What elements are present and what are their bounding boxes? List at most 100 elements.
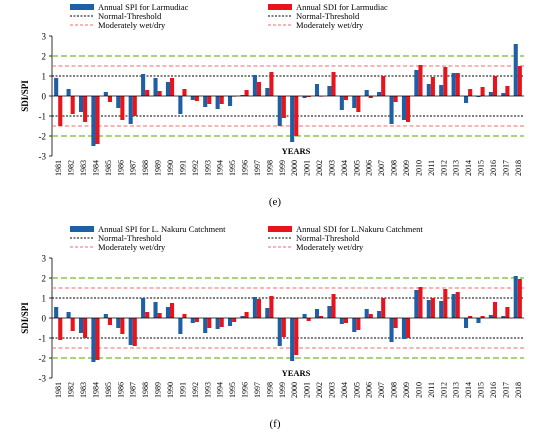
x-tick-label: 1981 <box>54 160 63 176</box>
legend: Annual SPI for L. Nakuru Catchment Annual… <box>70 224 423 252</box>
bar-sdi <box>269 72 274 96</box>
bar-spi <box>352 318 357 332</box>
bar-spi <box>215 318 220 329</box>
bar-spi <box>66 89 71 96</box>
bar-spi <box>153 78 158 96</box>
y-axis-label: SDI/SPI <box>20 80 30 112</box>
bar-sdi <box>480 316 485 318</box>
bar-spi <box>91 318 96 362</box>
bar-spi <box>165 307 170 318</box>
bar-spi <box>128 318 133 345</box>
bar-sdi <box>157 313 162 318</box>
x-tick-label: 2013 <box>452 160 461 176</box>
x-tick-label: 2018 <box>514 382 523 398</box>
legend-label-moderate-b: Moderately wet/dry <box>296 242 364 252</box>
x-tick-label: 2016 <box>489 160 498 176</box>
x-tick-label: 1989 <box>154 160 163 176</box>
bar-sdi <box>381 298 386 318</box>
x-tick-label: 1984 <box>91 160 100 176</box>
bar-sdi <box>194 96 199 101</box>
bar-spi <box>464 96 469 103</box>
bar-sdi <box>331 294 336 318</box>
bar-spi <box>128 96 133 124</box>
y-tick-label: 2 <box>42 52 47 62</box>
bar-sdi <box>418 65 423 96</box>
x-tick-label: 2014 <box>464 160 473 176</box>
bar-spi <box>389 318 394 342</box>
chart-panel-f: Annual SPI for L. Nakuru Catchment Annual… <box>20 224 524 398</box>
x-tick-label: 1994 <box>216 382 225 398</box>
bar-sdi <box>132 96 137 116</box>
x-tick-label: 2006 <box>365 160 374 176</box>
bar-sdi <box>517 279 522 318</box>
x-tick-label: 1990 <box>166 160 175 176</box>
bar-spi <box>103 92 108 96</box>
legend: Annual SPI for Larmudiac Annual SDI for L… <box>70 2 388 30</box>
bar-spi <box>377 311 382 318</box>
bar-sdi <box>170 303 175 318</box>
x-tick-label: 2017 <box>501 160 510 176</box>
bar-spi <box>414 290 419 318</box>
x-tick-label: 2011 <box>427 382 436 398</box>
x-tick-label: 2008 <box>390 382 399 398</box>
x-tick-label: 1983 <box>79 160 88 176</box>
x-tick-label: 2009 <box>402 382 411 398</box>
bar-sdi <box>83 318 88 338</box>
x-tick-label: 2012 <box>439 382 448 398</box>
x-tick-label: 1987 <box>129 160 138 176</box>
y-tick-label: -3 <box>39 374 47 384</box>
x-tick-label: 1985 <box>104 160 113 176</box>
bar-sdi <box>207 96 212 104</box>
x-tick-label: 2015 <box>477 382 486 398</box>
bar-sdi <box>281 318 286 337</box>
x-tick-label: 2013 <box>452 382 461 398</box>
x-tick-label: 2005 <box>352 160 361 176</box>
bar-spi <box>501 93 506 96</box>
bar-sdi <box>430 77 435 96</box>
bar-sdi <box>356 318 361 330</box>
bar-spi <box>488 315 493 318</box>
bar-sdi <box>95 96 100 144</box>
bar-sdi <box>145 312 150 318</box>
bar-sdi <box>281 96 286 118</box>
x-tick-label: 1992 <box>191 382 200 398</box>
x-tick-label: 2010 <box>414 382 423 398</box>
x-tick-label: 1992 <box>191 160 200 176</box>
legend-label-normal-b: Normal-Threshold <box>296 11 360 21</box>
bar-spi <box>78 96 84 112</box>
bar-sdi <box>492 302 498 318</box>
bar-sdi <box>58 318 63 340</box>
bar-sdi <box>430 298 435 318</box>
x-tick-label: 2017 <box>501 382 510 398</box>
bar-spi <box>426 84 431 96</box>
bar-spi <box>240 316 245 318</box>
bar-spi <box>513 44 518 96</box>
x-axis-label: YEARS <box>282 146 311 156</box>
bar-spi <box>476 96 481 97</box>
bar-sdi <box>219 96 224 104</box>
bar-sdi <box>368 96 373 98</box>
y-tick-label: 2 <box>42 274 47 284</box>
x-tick-label: 1995 <box>228 382 237 398</box>
x-tick-label: 1991 <box>178 160 187 176</box>
bar-sdi <box>95 318 100 360</box>
bar-spi <box>389 96 394 124</box>
bar-spi <box>190 318 195 323</box>
bar-sdi <box>343 318 348 323</box>
x-tick-label: 1981 <box>54 382 63 398</box>
bar-spi <box>265 308 270 318</box>
bar-spi <box>314 84 320 96</box>
bar-spi <box>339 318 344 324</box>
x-tick-label: 2004 <box>340 160 349 176</box>
bar-spi <box>439 85 444 96</box>
bar-spi <box>352 96 357 108</box>
bar-spi <box>203 318 208 333</box>
legend-label-moderate-b: Moderately wet/dry <box>296 20 364 30</box>
bar-sdi <box>306 96 311 97</box>
bar-sdi <box>319 316 324 318</box>
y-tick-label: 1 <box>42 294 47 304</box>
bar-spi <box>178 318 183 334</box>
x-tick-label: 2012 <box>439 160 448 176</box>
legend-swatch-sdi <box>268 4 292 10</box>
bar-spi <box>141 298 146 318</box>
